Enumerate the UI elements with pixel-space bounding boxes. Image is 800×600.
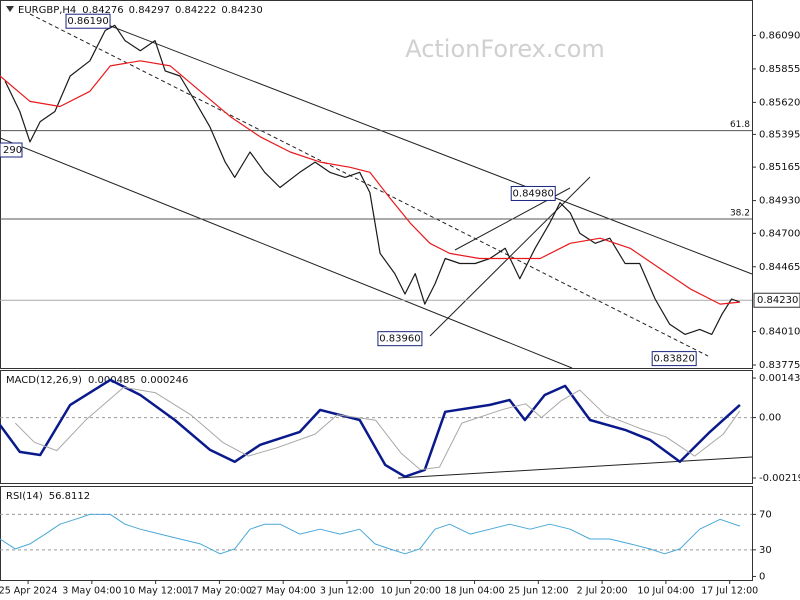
y-tick-label: 0.85395 [759,129,800,140]
rising-channel-lower [429,176,591,337]
y-tick-label: 0.86090 [759,30,800,41]
price-annotation-box [377,331,423,347]
y-tick-label: 70 [759,509,772,520]
y-tick-label: 0.85620 [759,97,800,108]
symbol-icon [6,6,14,12]
panel-title: MACD(12,26,9) [6,375,82,386]
current-price-box [753,292,800,308]
rsi-panel [0,486,753,581]
series-line [0,60,740,305]
y-tick-label: 0.00 [759,413,781,424]
readout: 0.84230 [221,5,262,16]
readout: 0.84297 [129,5,170,16]
price-annotation: 0.83820 [654,354,695,365]
y-tick-label: 0 [759,571,765,582]
x-tick-label: 10 Jul 04:00 [637,586,694,597]
y-tick-label: 0.84700 [759,228,800,239]
dashed-trendline [29,13,709,357]
y-tick-label: 0.84010 [759,327,800,338]
x-tick-label: 17 May 20:00 [187,586,252,597]
price-annotation-box [65,13,111,29]
y-tick-label: 0.84465 [759,262,800,273]
y-tick-label: 0.84930 [759,196,800,207]
fib-label: 61.8 [730,120,750,130]
cut-label: 290 [3,145,22,156]
price-annotation: 0.84980 [513,188,554,199]
panel-title: RSI(14) [6,491,43,502]
cut-label-box [0,142,23,158]
price-annotation-box [510,185,556,201]
panel-title: EURGBP,H4 [18,5,76,16]
channel-lower [0,137,573,369]
x-tick-label: 10 Jun 20:00 [381,586,441,597]
x-tick-label: 27 May 04:00 [251,586,316,597]
y-tick-label: 30 [759,545,772,556]
x-tick-label: 25 Jun 12:00 [508,586,568,597]
price-annotation-box [651,351,697,367]
readout: 56.8112 [49,491,90,502]
current-price-label: 0.84230 [757,295,798,306]
x-tick-label: 17 Jul 12:00 [701,586,758,597]
series-line [0,513,741,555]
y-tick-label: 0.83775 [759,360,800,371]
y-tick-label: 0.85165 [759,162,800,173]
readout: 0.84276 [82,5,123,16]
price-panel [0,0,753,369]
x-tick-label: 2 Jul 20:00 [577,586,628,597]
readout: 0.000246 [141,375,189,386]
macd-support [397,456,753,479]
price-annotation: 0.83960 [379,334,420,345]
channel-upper [94,19,753,275]
x-tick-label: 10 May 12:00 [123,586,188,597]
y-tick-label: 0.001437 [759,373,800,384]
readout: 0.84222 [175,5,216,16]
y-tick-label: -0.002197 [759,473,800,484]
series-line [14,386,741,471]
x-tick-label: 3 Jun 12:00 [320,586,374,597]
x-tick-label: 25 Apr 2024 [0,586,57,597]
series-line [4,24,741,335]
x-tick-label: 18 Jun 04:00 [444,586,504,597]
fib-label: 38.2 [730,208,750,218]
price-annotation: 0.86190 [67,16,108,27]
y-tick-label: 0.85855 [759,64,800,75]
watermark: ActionForex.com [405,35,605,63]
x-tick-label: 3 May 04:00 [62,586,121,597]
